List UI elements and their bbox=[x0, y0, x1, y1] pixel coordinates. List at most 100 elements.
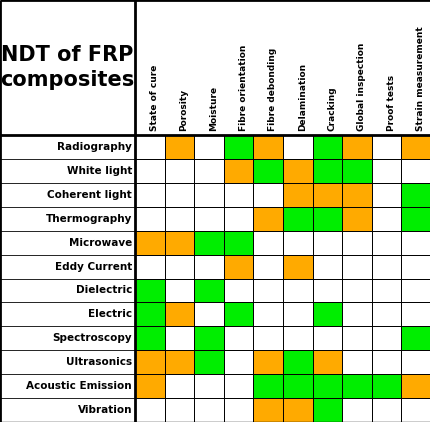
Bar bbox=[371, 135, 400, 159]
Bar bbox=[194, 254, 223, 279]
Text: Coherent light: Coherent light bbox=[47, 190, 132, 200]
Bar bbox=[400, 135, 430, 159]
Bar bbox=[283, 135, 312, 159]
Bar bbox=[283, 326, 312, 350]
Bar bbox=[312, 279, 341, 303]
Bar bbox=[135, 374, 164, 398]
Text: Fibre orientation: Fibre orientation bbox=[238, 45, 247, 131]
Bar bbox=[135, 254, 164, 279]
Text: Vibration: Vibration bbox=[77, 405, 132, 415]
Bar bbox=[253, 303, 283, 326]
Bar bbox=[283, 207, 312, 231]
Bar bbox=[164, 135, 194, 159]
Bar bbox=[341, 398, 371, 422]
Bar bbox=[400, 183, 430, 207]
Bar bbox=[312, 326, 341, 350]
Bar bbox=[312, 231, 341, 254]
Bar bbox=[312, 350, 341, 374]
Text: Delamination: Delamination bbox=[297, 63, 306, 131]
Bar bbox=[312, 398, 341, 422]
Bar bbox=[283, 254, 312, 279]
Bar bbox=[312, 207, 341, 231]
Bar bbox=[194, 135, 223, 159]
Bar bbox=[341, 374, 371, 398]
Bar bbox=[164, 207, 194, 231]
Bar bbox=[341, 231, 371, 254]
Bar bbox=[164, 303, 194, 326]
Bar bbox=[223, 231, 253, 254]
Text: Electric: Electric bbox=[88, 309, 132, 319]
Text: Moisture: Moisture bbox=[209, 86, 218, 131]
Bar bbox=[223, 350, 253, 374]
Bar bbox=[194, 183, 223, 207]
Bar bbox=[194, 350, 223, 374]
Bar bbox=[312, 254, 341, 279]
Bar bbox=[371, 374, 400, 398]
Bar bbox=[223, 159, 253, 183]
Bar bbox=[400, 254, 430, 279]
Bar bbox=[194, 374, 223, 398]
Bar bbox=[135, 303, 164, 326]
Bar bbox=[341, 254, 371, 279]
Bar bbox=[371, 398, 400, 422]
Bar bbox=[400, 398, 430, 422]
Bar bbox=[194, 159, 223, 183]
Bar bbox=[164, 183, 194, 207]
Text: Acoustic Emission: Acoustic Emission bbox=[26, 381, 132, 391]
Bar bbox=[135, 135, 164, 159]
Bar bbox=[341, 183, 371, 207]
Bar bbox=[164, 279, 194, 303]
Text: Ultrasonics: Ultrasonics bbox=[66, 357, 132, 367]
Text: State of cure: State of cure bbox=[150, 65, 158, 131]
Text: Strain measurement: Strain measurement bbox=[415, 26, 424, 131]
Bar bbox=[253, 350, 283, 374]
Bar bbox=[194, 207, 223, 231]
Text: Porosity: Porosity bbox=[179, 89, 188, 131]
Bar bbox=[194, 303, 223, 326]
Bar bbox=[341, 159, 371, 183]
Bar bbox=[371, 350, 400, 374]
Bar bbox=[341, 135, 371, 159]
Bar bbox=[371, 303, 400, 326]
Bar bbox=[400, 303, 430, 326]
Bar bbox=[253, 326, 283, 350]
Bar bbox=[253, 183, 283, 207]
Bar bbox=[312, 159, 341, 183]
Bar bbox=[194, 398, 223, 422]
Bar bbox=[253, 159, 283, 183]
Bar bbox=[223, 398, 253, 422]
Text: Cracking: Cracking bbox=[327, 87, 336, 131]
Bar bbox=[164, 374, 194, 398]
Bar bbox=[164, 254, 194, 279]
Bar bbox=[312, 183, 341, 207]
Text: White light: White light bbox=[67, 166, 132, 176]
Bar bbox=[371, 279, 400, 303]
Bar bbox=[253, 279, 283, 303]
Bar bbox=[164, 350, 194, 374]
Bar bbox=[400, 279, 430, 303]
Bar bbox=[341, 279, 371, 303]
Text: Global inspection: Global inspection bbox=[356, 43, 365, 131]
Bar bbox=[135, 159, 164, 183]
Bar bbox=[283, 183, 312, 207]
Bar bbox=[283, 231, 312, 254]
Bar bbox=[283, 159, 312, 183]
Bar bbox=[400, 159, 430, 183]
Bar bbox=[341, 303, 371, 326]
Bar bbox=[194, 279, 223, 303]
Bar bbox=[223, 326, 253, 350]
Bar bbox=[223, 279, 253, 303]
Bar bbox=[135, 279, 164, 303]
Bar bbox=[371, 326, 400, 350]
Bar bbox=[312, 135, 341, 159]
Bar bbox=[312, 303, 341, 326]
Bar bbox=[194, 326, 223, 350]
Bar bbox=[253, 398, 283, 422]
Bar bbox=[164, 398, 194, 422]
Bar bbox=[341, 350, 371, 374]
Bar bbox=[283, 279, 312, 303]
Bar bbox=[371, 254, 400, 279]
Bar bbox=[400, 374, 430, 398]
Bar bbox=[253, 254, 283, 279]
Bar bbox=[223, 135, 253, 159]
